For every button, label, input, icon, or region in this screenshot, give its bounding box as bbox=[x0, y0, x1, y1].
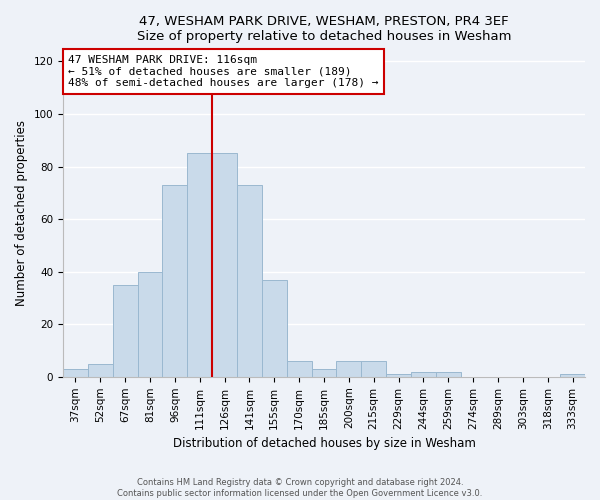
Bar bbox=[411, 372, 436, 377]
Text: Contains HM Land Registry data © Crown copyright and database right 2024.
Contai: Contains HM Land Registry data © Crown c… bbox=[118, 478, 482, 498]
Bar bbox=[436, 372, 461, 377]
Bar bbox=[187, 154, 212, 377]
Bar bbox=[113, 285, 137, 377]
Bar bbox=[88, 364, 113, 377]
Bar bbox=[237, 185, 262, 377]
Title: 47, WESHAM PARK DRIVE, WESHAM, PRESTON, PR4 3EF
Size of property relative to det: 47, WESHAM PARK DRIVE, WESHAM, PRESTON, … bbox=[137, 15, 511, 43]
Bar bbox=[262, 280, 287, 377]
Bar bbox=[137, 272, 163, 377]
X-axis label: Distribution of detached houses by size in Wesham: Distribution of detached houses by size … bbox=[173, 437, 475, 450]
Bar bbox=[287, 361, 311, 377]
Bar bbox=[63, 369, 88, 377]
Bar bbox=[337, 361, 361, 377]
Bar bbox=[212, 154, 237, 377]
Bar bbox=[361, 361, 386, 377]
Text: 47 WESHAM PARK DRIVE: 116sqm
← 51% of detached houses are smaller (189)
48% of s: 47 WESHAM PARK DRIVE: 116sqm ← 51% of de… bbox=[68, 55, 379, 88]
Bar bbox=[386, 374, 411, 377]
Bar bbox=[311, 369, 337, 377]
Y-axis label: Number of detached properties: Number of detached properties bbox=[15, 120, 28, 306]
Bar bbox=[560, 374, 585, 377]
Bar bbox=[163, 185, 187, 377]
